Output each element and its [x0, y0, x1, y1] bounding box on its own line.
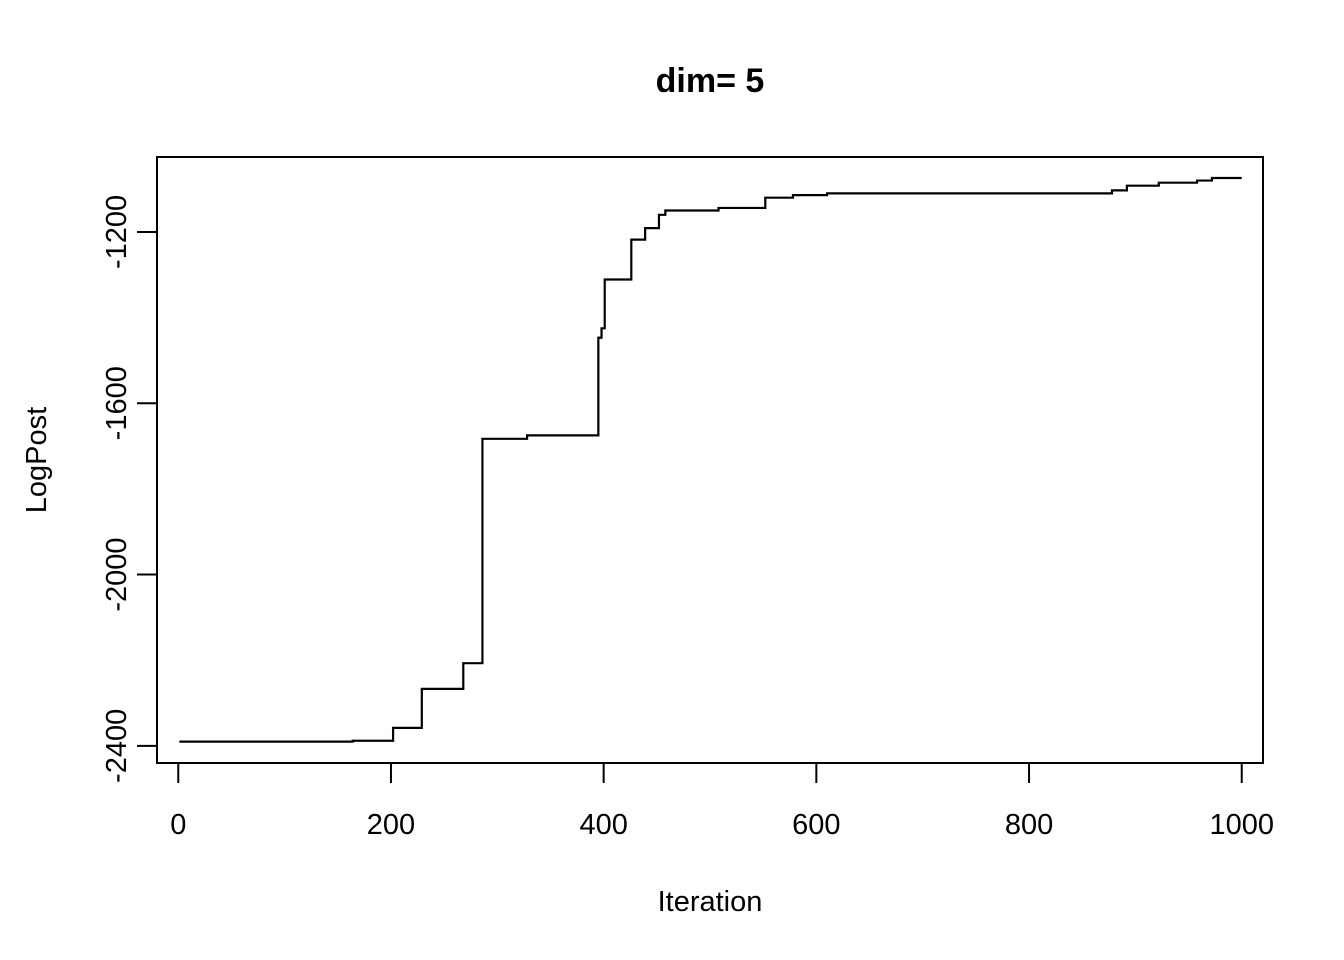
y-tick-label: -1600: [101, 366, 133, 440]
y-axis-label: LogPost: [21, 407, 53, 513]
x-tick-label: 800: [1005, 809, 1053, 841]
x-tick-label: 0: [170, 809, 186, 841]
y-tick-label: -1200: [101, 195, 133, 269]
x-axis-label: Iteration: [658, 886, 763, 918]
x-tick-label: 600: [792, 809, 840, 841]
y-axis: -2400 -2000 -1600 -1200: [101, 195, 158, 783]
x-axis: 0 200 400 600 800 1000: [170, 762, 1274, 841]
series-line: [179, 176, 1242, 743]
plot-frame: [156, 156, 1264, 764]
y-tick-label: -2000: [101, 537, 133, 611]
chart-title: dim= 5: [656, 62, 765, 100]
x-tick-label: 400: [579, 809, 627, 841]
y-tick-label: -2400: [101, 709, 133, 783]
x-tick-label: 1000: [1209, 809, 1274, 841]
x-tick-label: 200: [367, 809, 415, 841]
